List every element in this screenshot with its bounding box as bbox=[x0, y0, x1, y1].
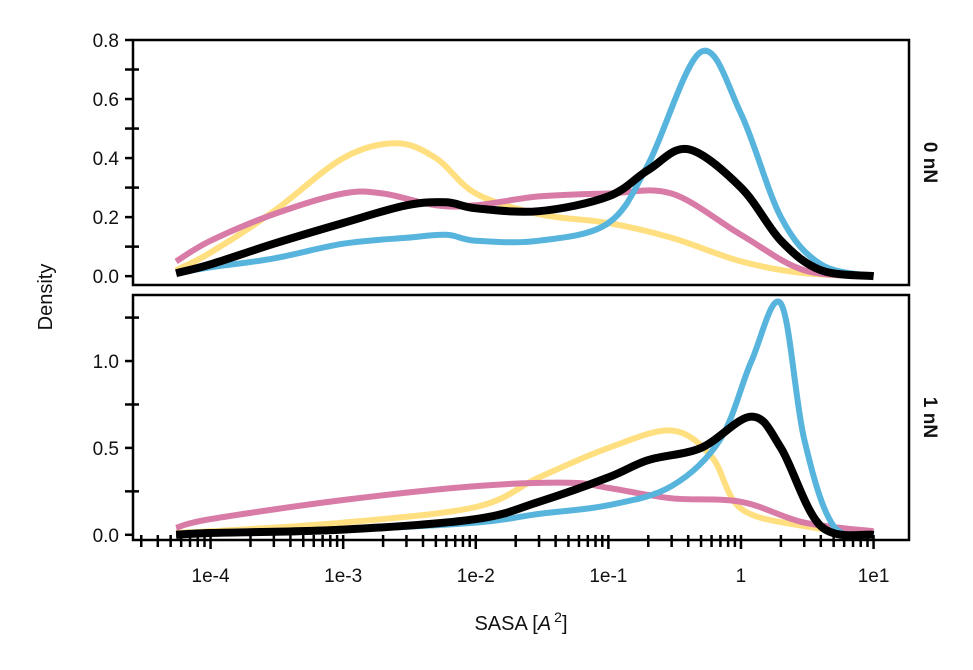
y-tick-label: 0.0 bbox=[93, 526, 119, 547]
x-axis-title-prefix: SASA [ bbox=[474, 613, 538, 635]
y-tick-label: 0.4 bbox=[93, 149, 120, 170]
x-tick-label: 1 bbox=[736, 566, 747, 587]
x-tick-label: 1e-1 bbox=[589, 566, 627, 587]
y-tick-label: 0.8 bbox=[93, 31, 119, 52]
x-tick-label: 1e1 bbox=[858, 566, 890, 587]
series-group bbox=[175, 298, 875, 540]
series-pink-line bbox=[174, 187, 874, 280]
series-blue-line bbox=[175, 47, 875, 280]
series-group bbox=[174, 47, 875, 281]
x-tick-label: 1e-3 bbox=[324, 566, 362, 587]
x-tick-label: 1e-2 bbox=[457, 566, 495, 587]
series-pink-line bbox=[175, 479, 874, 535]
y-tick-label: 0.5 bbox=[93, 439, 119, 460]
series-blue-line bbox=[175, 298, 875, 539]
facet-label: 0 nN bbox=[919, 142, 940, 183]
y-tick-label: 1.0 bbox=[93, 352, 119, 373]
series-black-line bbox=[175, 412, 875, 540]
panel-frame bbox=[131, 293, 911, 542]
x-axis-title-italic: A bbox=[537, 613, 551, 635]
panel-bottom: 0.0 0.5 1.0 1 nN bbox=[93, 293, 940, 547]
x-axis: 1e-4 1e-3 1e-2 1e-1 1 1e1 bbox=[139, 535, 890, 587]
y-tick-label: 0.6 bbox=[93, 90, 119, 111]
panel-frame bbox=[131, 38, 911, 287]
y-tick-label: 0.2 bbox=[93, 208, 119, 229]
x-axis-title: SASA [A 2] bbox=[474, 609, 567, 635]
panel-top: 0.0 0.2 0.4 0.6 0.8 0 nN bbox=[93, 31, 940, 288]
y-axis-title: Density bbox=[35, 264, 57, 331]
x-axis-title-sup: 2 bbox=[554, 609, 562, 625]
panels-layer: 0.0 0.2 0.4 0.6 0.8 0 nN 0.0 0.5 1.0 1 nN bbox=[93, 31, 940, 547]
y-tick-label: 0.0 bbox=[93, 267, 119, 288]
facet-label: 1 nN bbox=[919, 397, 940, 438]
series-yellow-line bbox=[175, 427, 874, 538]
series-black-line bbox=[175, 144, 875, 281]
x-axis-title-suffix: ] bbox=[562, 613, 568, 635]
x-tick-label: 1e-4 bbox=[192, 566, 230, 587]
